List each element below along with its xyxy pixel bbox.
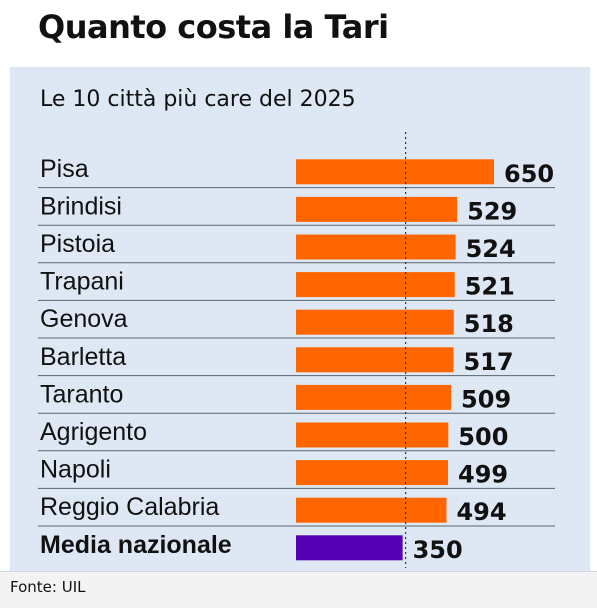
average-bar xyxy=(296,535,403,561)
bar xyxy=(296,384,452,410)
value-label: 518 xyxy=(464,310,514,338)
bar xyxy=(296,234,456,260)
value-label: 524 xyxy=(466,235,516,263)
category-label: Agrigento xyxy=(40,418,147,446)
value-label: 499 xyxy=(458,461,508,489)
bar xyxy=(296,196,458,222)
category-label: Genova xyxy=(40,305,128,333)
bar xyxy=(296,497,447,523)
category-label: Barletta xyxy=(40,343,126,371)
value-label: 517 xyxy=(463,348,513,376)
category-label: Reggio Calabria xyxy=(40,493,219,521)
category-label: Trapani xyxy=(40,268,124,296)
bar xyxy=(296,460,449,486)
value-label: 521 xyxy=(465,273,515,301)
category-label: Pistoia xyxy=(40,230,115,258)
chart-title: Quanto costa la Tari xyxy=(38,8,389,46)
value-label: 509 xyxy=(461,385,511,413)
footer xyxy=(0,571,597,608)
value-label: 529 xyxy=(467,197,517,225)
bar xyxy=(296,422,449,448)
value-label: 350 xyxy=(413,536,463,564)
source-note: Fonte: UIL xyxy=(10,578,86,596)
bar xyxy=(296,347,454,373)
category-label: Pisa xyxy=(40,155,89,183)
category-label: Napoli xyxy=(40,456,111,484)
bar xyxy=(296,309,454,335)
bar xyxy=(296,159,494,185)
chart-subtitle: Le 10 città più care del 2025 xyxy=(40,87,356,112)
value-label: 500 xyxy=(458,423,508,451)
category-label: Brindisi xyxy=(40,192,122,220)
category-label: Taranto xyxy=(40,380,123,408)
category-label: Media nazionale xyxy=(40,531,232,559)
value-label: 650 xyxy=(504,160,554,188)
bar-chart: Pisa 650 Brindisi 529 Pistoia 524 Trapani 521 Ge… xyxy=(38,132,555,568)
value-label: 494 xyxy=(456,498,506,526)
bar xyxy=(296,272,455,298)
